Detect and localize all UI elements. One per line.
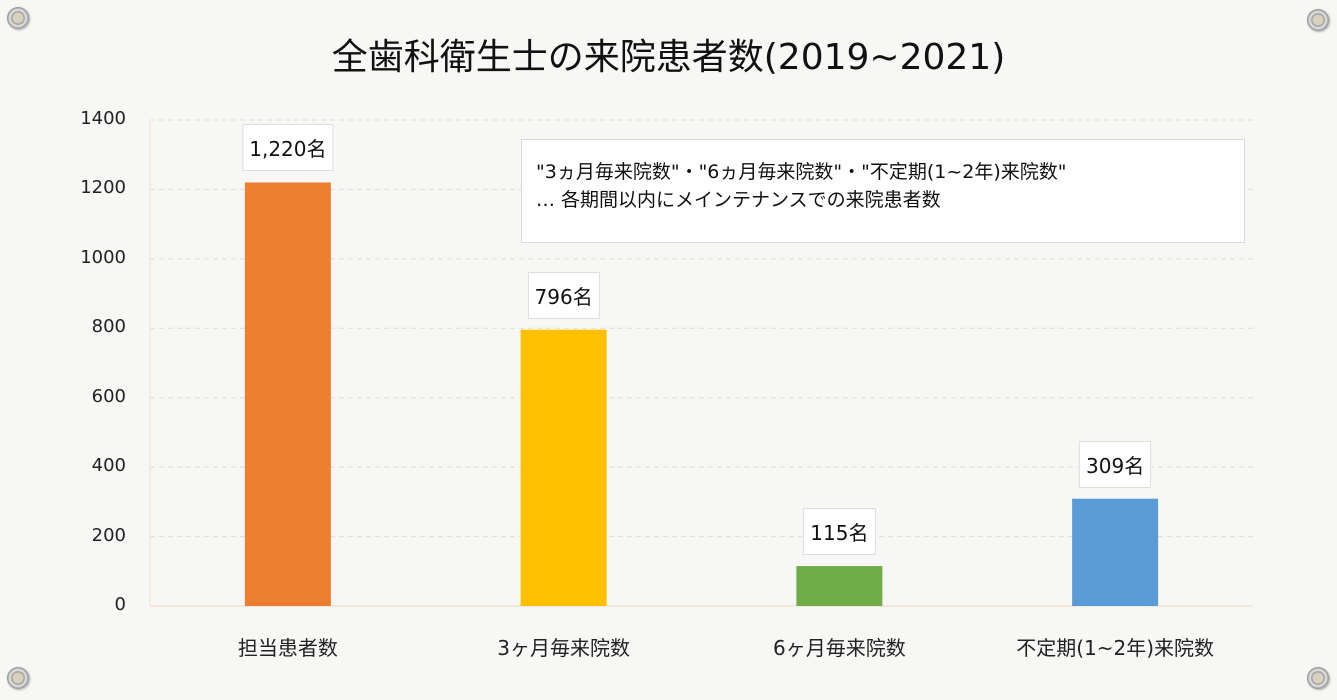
annotation-line-2: … 各期間以内にメインテナンスでの来院患者数 xyxy=(536,189,941,211)
y-tick-label: 200 xyxy=(91,524,126,546)
pin-icon xyxy=(1307,667,1329,689)
pin-icon xyxy=(1307,9,1329,31)
x-tick-label: 6ヶ月毎来院数 xyxy=(773,636,906,660)
data-label: 796名 xyxy=(527,271,600,319)
y-tick-label: 1000 xyxy=(80,246,126,268)
y-tick-label: 1200 xyxy=(80,177,126,199)
y-tick-label: 400 xyxy=(91,455,126,477)
bar xyxy=(796,566,883,606)
bar xyxy=(244,182,331,606)
y-tick-label: 800 xyxy=(91,316,126,338)
data-label: 309名 xyxy=(1079,440,1152,488)
annotation-box: "3ヵ月毎来院数"・"6ヵ月毎来院数"・"不定期(1~2年)来院数" … 各期間… xyxy=(521,139,1245,243)
data-label: 115名 xyxy=(803,508,876,556)
y-tick-label: 600 xyxy=(91,385,126,407)
pin-icon xyxy=(7,667,29,689)
data-label: 1,220名 xyxy=(242,124,334,172)
y-tick-label: 0 xyxy=(114,594,126,615)
x-tick-label: 担当患者数 xyxy=(237,636,338,660)
x-tick-label: 3ヶ月毎来院数 xyxy=(497,636,630,660)
chart-title: 全歯科衛生士の来院患者数(2019~2021) xyxy=(331,37,1006,78)
annotation-line-1: "3ヵ月毎来院数"・"6ヵ月毎来院数"・"不定期(1~2年)来院数" xyxy=(536,161,1067,183)
pin-icon xyxy=(7,7,29,29)
bar xyxy=(1072,498,1159,606)
y-tick-label: 1400 xyxy=(80,108,126,129)
bar xyxy=(520,329,607,606)
x-tick-label: 不定期(1~2年)来院数 xyxy=(1016,636,1215,660)
